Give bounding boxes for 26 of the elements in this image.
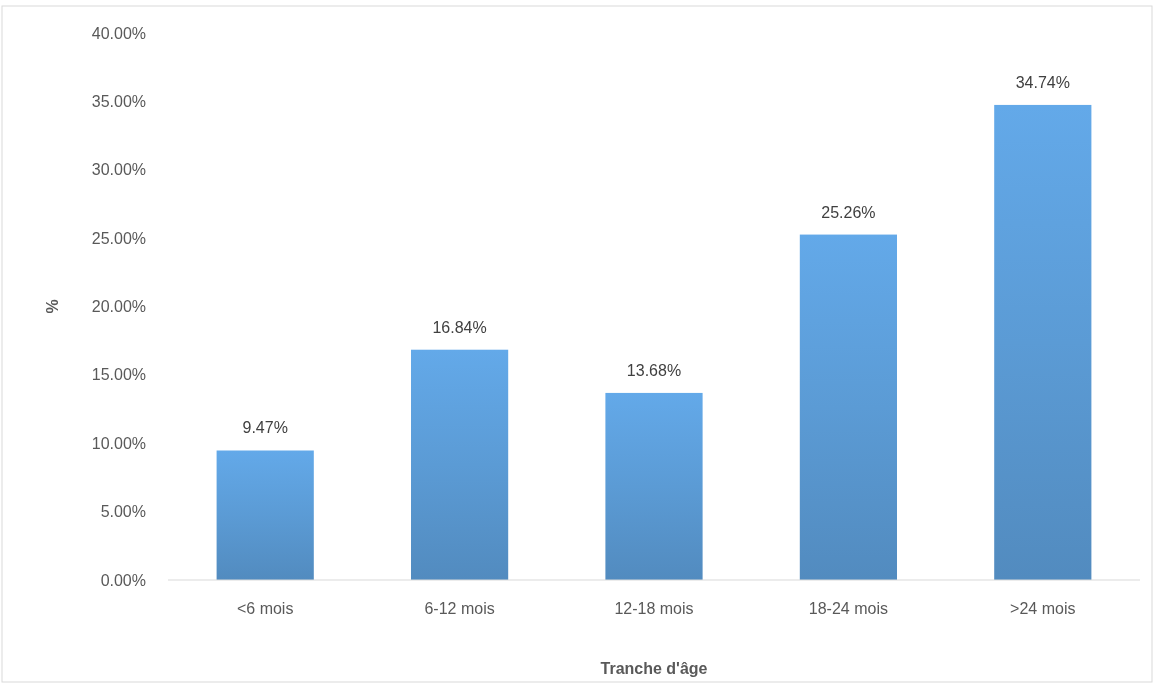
y-tick-label: 0.00% xyxy=(100,571,146,589)
data-label: 34.74% xyxy=(1015,73,1070,91)
x-tick-label: 18-24 mois xyxy=(808,600,888,617)
x-tick-label: 6-12 mois xyxy=(424,600,495,617)
y-tick-label: 10.00% xyxy=(91,434,146,452)
y-tick-label: 20.00% xyxy=(91,298,146,316)
x-tick-label: <6 mois xyxy=(236,600,294,617)
bar xyxy=(216,450,314,580)
y-axis-title: % xyxy=(44,299,61,314)
bar xyxy=(799,234,897,580)
y-tick-label: 35.00% xyxy=(91,92,146,110)
y-tick-label: 40.00% xyxy=(91,24,146,42)
bar xyxy=(605,392,703,580)
data-label: 13.68% xyxy=(626,361,682,379)
data-label: 25.26% xyxy=(821,203,876,221)
x-axis-title: Tranche d'âge xyxy=(600,660,708,677)
data-label: 9.47% xyxy=(242,419,288,437)
bar xyxy=(994,104,1092,580)
data-label: 16.84% xyxy=(432,318,487,336)
y-tick-label: 15.00% xyxy=(91,366,146,384)
y-tick-label: 5.00% xyxy=(100,503,146,521)
y-tick-label: 30.00% xyxy=(91,161,146,179)
x-tick-label: >24 mois xyxy=(1010,600,1076,617)
y-tick-label: 25.00% xyxy=(91,229,146,247)
x-tick-label: 12-18 mois xyxy=(614,600,694,617)
bar xyxy=(411,349,509,580)
